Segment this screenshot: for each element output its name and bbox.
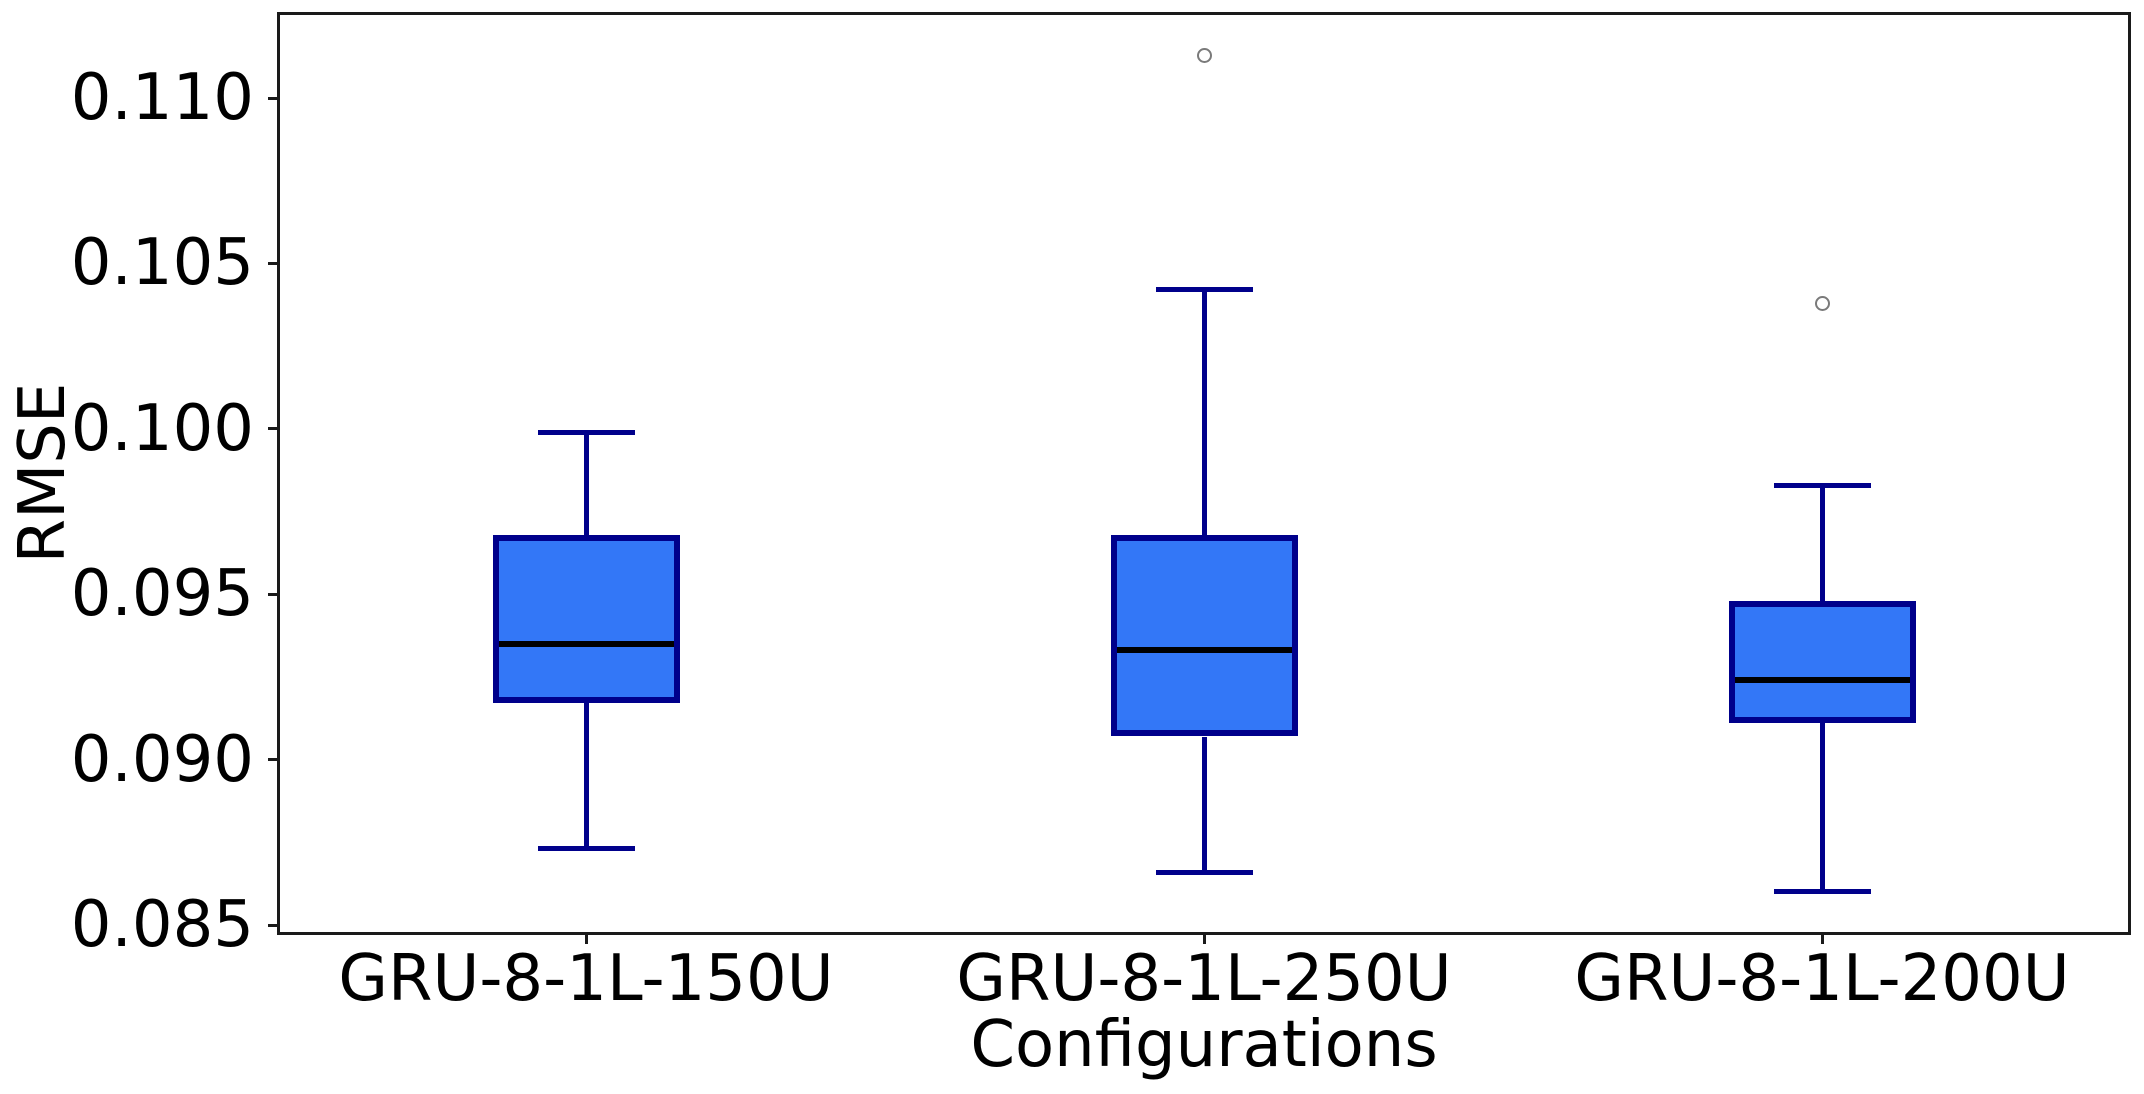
y-tick-label: 0.105 — [70, 226, 254, 301]
y-tick-mark — [268, 261, 277, 265]
x-tick-mark — [584, 935, 588, 944]
y-tick-mark — [268, 758, 277, 762]
lower-whisker-line — [1819, 723, 1825, 892]
upper-whisker-cap — [1155, 287, 1253, 293]
iqr-box — [1728, 600, 1916, 724]
outlier-point — [1196, 47, 1212, 63]
outlier-point — [1814, 295, 1830, 311]
lower-whisker-cap — [1773, 889, 1871, 895]
median-line — [1116, 647, 1292, 654]
y-tick-label: 0.110 — [70, 61, 254, 135]
upper-whisker-cap — [1773, 482, 1871, 488]
y-tick-label: 0.090 — [70, 722, 254, 797]
lower-whisker-line — [1201, 736, 1207, 873]
iqr-box — [492, 534, 680, 704]
median-line — [498, 640, 674, 647]
y-tick-mark — [268, 592, 277, 596]
y-tick-mark — [268, 923, 277, 927]
lower-whisker-cap — [1155, 869, 1253, 875]
x-tick-label: GRU-8-1L-250U — [956, 942, 1452, 1016]
y-tick-mark — [268, 427, 277, 431]
x-axis-title: Configurations — [970, 1008, 1438, 1082]
x-tick-label: GRU-8-1L-200U — [1574, 942, 2070, 1016]
y-tick-label: 0.085 — [70, 888, 254, 963]
iqr-box — [1110, 534, 1298, 737]
lower-whisker-line — [583, 703, 589, 849]
upper-whisker-line — [1819, 485, 1825, 601]
y-tick-label: 0.100 — [70, 391, 254, 466]
x-tick-mark — [1820, 935, 1824, 944]
upper-whisker-line — [583, 432, 589, 535]
upper-whisker-line — [1201, 289, 1207, 535]
y-tick-mark — [268, 96, 277, 100]
upper-whisker-cap — [537, 429, 635, 435]
y-tick-label: 0.095 — [70, 557, 254, 632]
x-tick-mark — [1202, 935, 1206, 944]
lower-whisker-cap — [537, 846, 635, 852]
x-tick-label: GRU-8-1L-150U — [338, 942, 834, 1016]
median-line — [1734, 677, 1910, 684]
